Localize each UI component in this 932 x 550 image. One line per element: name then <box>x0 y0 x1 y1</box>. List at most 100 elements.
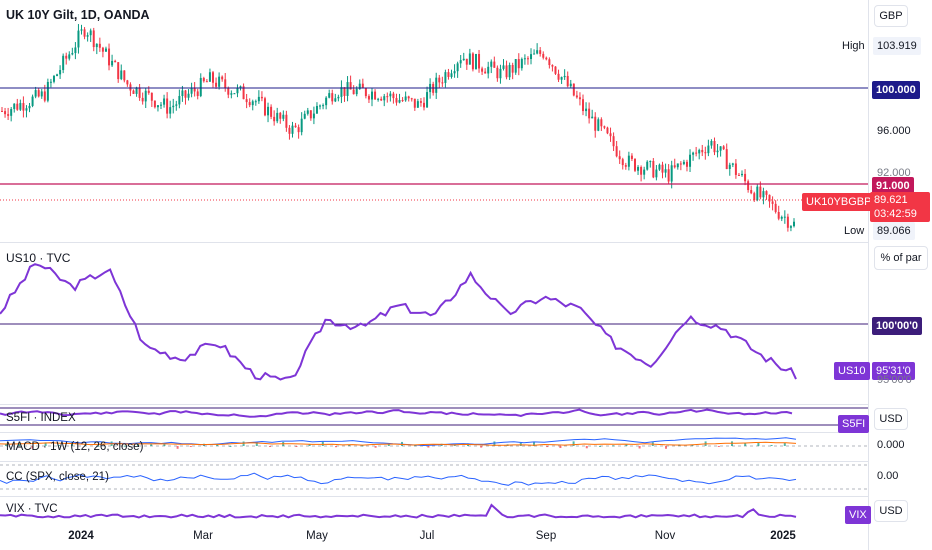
candle-body <box>306 110 309 114</box>
pane-separator-1[interactable] <box>0 242 868 243</box>
cc-scale-label: 0.00 <box>877 470 899 482</box>
s5fi-line <box>0 408 793 418</box>
candle-body <box>239 86 242 88</box>
hline-100-label: 100.000 <box>872 81 920 99</box>
macd-histogram-bar <box>414 445 417 447</box>
candle-body <box>786 216 789 228</box>
candle-body <box>474 53 477 70</box>
main-pane-title[interactable]: UK 10Y Gilt, 1D, OANDA <box>6 8 150 22</box>
macd-histogram-bar <box>255 442 258 446</box>
candle-body <box>59 70 62 75</box>
candle-body <box>315 105 318 114</box>
candle-body <box>169 107 172 114</box>
macd-histogram-bar <box>361 445 364 447</box>
candle-body <box>789 226 792 228</box>
candle-body <box>43 91 46 101</box>
pane-separator-4[interactable] <box>0 461 868 462</box>
candle-body <box>771 201 774 204</box>
macd-histogram-bar <box>546 446 549 448</box>
candle-body <box>80 29 83 31</box>
candle-body <box>77 30 80 48</box>
macd-histogram-bar <box>97 445 100 447</box>
candle-body <box>319 105 322 107</box>
macd-pane-title[interactable]: MACD · 1W (12, 26, close) <box>6 441 144 453</box>
candle-body <box>490 61 493 67</box>
symbol-tag[interactable]: UK10YBGBP <box>802 193 876 211</box>
candle-body <box>667 169 670 182</box>
candle-body <box>346 82 349 96</box>
us10-pane-title[interactable]: US10 · TVC <box>6 251 71 265</box>
macd-histogram-bar <box>612 445 615 447</box>
candle-body <box>175 104 178 106</box>
s5fi-currency-button[interactable]: USD <box>874 408 908 430</box>
candle-body <box>178 95 181 105</box>
pane-separator-2[interactable] <box>0 404 868 405</box>
candle-body <box>398 100 401 103</box>
candle-body <box>123 70 126 81</box>
candle-body <box>187 93 190 98</box>
candle-body <box>193 88 196 92</box>
unit-button[interactable]: % of par <box>874 246 928 270</box>
cc-pane-title[interactable]: CC (SPX, close, 21) <box>6 471 109 483</box>
candle-body <box>380 98 383 101</box>
candle-body <box>621 159 624 166</box>
macd-histogram-bar <box>31 446 34 449</box>
candle-body <box>138 87 141 98</box>
candle-body <box>759 186 762 198</box>
candle-body <box>526 58 529 60</box>
low-label: Low <box>844 225 865 237</box>
us10-hline-label: 100'00'0 <box>872 317 922 335</box>
candle-body <box>132 90 135 94</box>
macd-histogram-bar <box>176 446 179 449</box>
candle-body <box>569 83 572 87</box>
candle-body <box>199 77 202 97</box>
us10-scale-label: 95'00'0 <box>877 374 912 386</box>
pane-separator-3[interactable] <box>0 432 868 433</box>
candle-body <box>734 163 737 175</box>
candle-body <box>661 164 664 173</box>
candle-body <box>22 103 25 111</box>
vix-pane-title[interactable]: VIX · TVC <box>6 503 58 515</box>
candle-body <box>224 79 227 88</box>
macd-histogram-bar <box>242 441 245 446</box>
candle-body <box>676 163 679 168</box>
candle-body <box>704 152 707 154</box>
macd-histogram-bar <box>137 442 139 446</box>
candle-body <box>288 127 291 134</box>
macd-histogram-bar <box>665 446 667 449</box>
candle-body <box>129 84 132 91</box>
s5fi-pane-title[interactable]: S5FI · INDEX <box>6 412 76 424</box>
candle-body <box>260 96 263 99</box>
pane-separator-5[interactable] <box>0 496 868 497</box>
candle-body <box>514 59 517 73</box>
scale-label-92: 92.000 <box>877 167 911 179</box>
candle-body <box>337 96 340 99</box>
candle-body <box>585 108 588 112</box>
macd-histogram-bar <box>691 444 694 446</box>
candle-body <box>89 30 92 36</box>
vix-currency-button[interactable]: USD <box>874 500 908 522</box>
currency-button[interactable]: GBP <box>874 5 908 27</box>
candle-body <box>150 92 153 101</box>
candle-body <box>484 71 487 74</box>
macd-histogram-bar <box>189 446 192 447</box>
vix-tag: VIX <box>845 506 871 524</box>
candle-body <box>215 82 218 87</box>
x-axis-label: 2025 <box>770 530 796 542</box>
candle-body <box>511 64 514 73</box>
candle-body <box>325 97 328 106</box>
candle-body <box>395 98 398 103</box>
candle-body <box>13 103 16 110</box>
candle-body <box>331 93 334 102</box>
candle-body <box>367 96 370 100</box>
candle-body <box>190 88 193 94</box>
candle-body <box>594 116 597 131</box>
candle-body <box>322 105 325 107</box>
candle-body <box>505 65 508 78</box>
candle-body <box>713 140 716 153</box>
candle-body <box>728 164 731 170</box>
candle-body <box>725 149 728 170</box>
us10-symbol-tag[interactable]: US10 <box>834 362 870 380</box>
us10-line <box>0 263 797 381</box>
